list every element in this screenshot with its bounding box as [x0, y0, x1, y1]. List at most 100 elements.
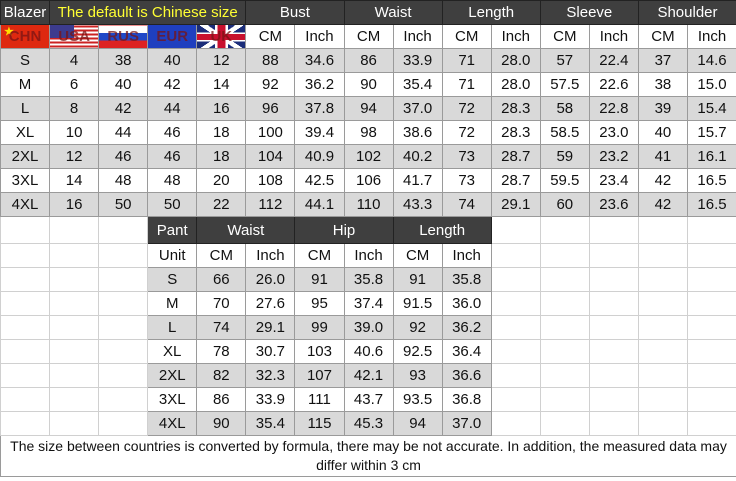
empty-cell: [588, 216, 639, 244]
pant-header-row: Pant Waist Hip Length: [0, 216, 736, 244]
measurement-cell: 112: [245, 192, 296, 217]
empty-cell: [0, 267, 51, 292]
empty-cell: [637, 363, 688, 388]
measurement-cell: 37.0: [392, 96, 443, 121]
measurement-cell: 58: [539, 96, 590, 121]
unit-header: Inch: [441, 243, 492, 268]
measurement-cell: 22.6: [588, 72, 639, 97]
size-cell: 4XL: [0, 192, 51, 217]
unit-header: CM: [245, 24, 296, 49]
measurement-cell: 42.1: [343, 363, 394, 388]
measurement-cell: 43.3: [392, 192, 443, 217]
measurement-cell: 88: [245, 48, 296, 73]
measurement-cell: 33.9: [245, 387, 296, 412]
empty-cell: [98, 315, 149, 340]
measurement-cell: 16: [196, 96, 247, 121]
measurement-cell: 92: [392, 315, 443, 340]
empty-cell: [686, 243, 736, 268]
measurement-cell: 86: [196, 387, 247, 412]
empty-cell: [588, 363, 639, 388]
measurement-cell: 28.3: [490, 96, 541, 121]
column-group-shoulder: Shoulder: [637, 0, 736, 25]
size-cell: 2XL: [147, 363, 198, 388]
measurement-cell: 36.2: [294, 72, 345, 97]
empty-cell: [49, 243, 100, 268]
measurement-cell: 42: [637, 168, 688, 193]
measurement-cell: 93.5: [392, 387, 443, 412]
size-cell: 3XL: [0, 168, 51, 193]
measurement-cell: 91: [294, 267, 345, 292]
measurement-cell: 22.8: [588, 96, 639, 121]
empty-cell: [637, 339, 688, 364]
measurement-cell: 37.0: [441, 411, 492, 436]
empty-cell: [0, 363, 51, 388]
unit-header: CM: [539, 24, 590, 49]
empty-cell: [637, 216, 688, 244]
measurement-cell: 106: [343, 168, 394, 193]
measurement-cell: 46: [98, 144, 149, 169]
measurement-cell: 37: [637, 48, 688, 73]
measurement-cell: 28.3: [490, 120, 541, 145]
measurement-cell: 14: [49, 168, 100, 193]
measurement-cell: 73: [441, 168, 492, 193]
empty-cell: [490, 291, 541, 316]
empty-cell: [490, 267, 541, 292]
pant-size-row: 2XL 82 32.3 107 42.1 93 36.6: [0, 363, 736, 388]
measurement-cell: 96: [245, 96, 296, 121]
empty-cell: [539, 291, 590, 316]
empty-cell: [49, 387, 100, 412]
empty-cell: [0, 243, 51, 268]
measurement-cell: 82: [196, 363, 247, 388]
flag-label: CHN: [8, 28, 42, 45]
size-cell: M: [0, 72, 51, 97]
unit-label: Unit: [147, 243, 198, 268]
empty-cell: [539, 411, 590, 436]
measurement-cell: 48: [98, 168, 149, 193]
unit-header: CM: [441, 24, 492, 49]
pant-group-waist: Waist: [196, 216, 296, 244]
measurement-cell: 44: [98, 120, 149, 145]
empty-cell: [588, 267, 639, 292]
empty-cell: [49, 291, 100, 316]
measurement-cell: 46: [147, 120, 198, 145]
measurement-cell: 35.4: [245, 411, 296, 436]
size-cell: M: [147, 291, 198, 316]
pant-size-row: 3XL 86 33.9 111 43.7 93.5 36.8: [0, 387, 736, 412]
measurement-cell: 39: [637, 96, 688, 121]
size-cell: L: [0, 96, 51, 121]
measurement-cell: 36.4: [441, 339, 492, 364]
empty-cell: [490, 387, 541, 412]
measurement-cell: 16.5: [686, 168, 736, 193]
empty-cell: [686, 267, 736, 292]
empty-cell: [686, 216, 736, 244]
empty-cell: [0, 387, 51, 412]
unit-header: CM: [637, 24, 688, 49]
measurement-cell: 71: [441, 72, 492, 97]
russia-flag-icon: RUS: [98, 24, 149, 49]
measurement-cell: 22: [196, 192, 247, 217]
measurement-cell: 40.6: [343, 339, 394, 364]
measurement-cell: 70: [196, 291, 247, 316]
measurement-cell: 59: [539, 144, 590, 169]
empty-cell: [539, 387, 590, 412]
empty-cell: [588, 291, 639, 316]
flag-label: USA: [58, 28, 90, 45]
empty-cell: [637, 267, 688, 292]
unit-header: Inch: [588, 24, 639, 49]
measurement-cell: 98: [343, 120, 394, 145]
size-cell: 3XL: [147, 387, 198, 412]
measurement-cell: 40.9: [294, 144, 345, 169]
column-group-bust: Bust: [245, 0, 345, 25]
measurement-cell: 14: [196, 72, 247, 97]
measurement-cell: 40: [98, 72, 149, 97]
empty-cell: [637, 387, 688, 412]
blazer-size-row: 3XL 14 48 48 20 108 42.5 106 41.7 73 28.7 59.5 23.4 4…: [0, 168, 736, 193]
measurement-cell: 40: [637, 120, 688, 145]
measurement-cell: 40: [147, 48, 198, 73]
measurement-cell: 108: [245, 168, 296, 193]
unit-header: CM: [294, 243, 345, 268]
pant-size-row: L 74 29.1 99 39.0 92 36.2: [0, 315, 736, 340]
measurement-cell: 73: [441, 144, 492, 169]
empty-cell: [49, 363, 100, 388]
measurement-cell: 27.6: [245, 291, 296, 316]
